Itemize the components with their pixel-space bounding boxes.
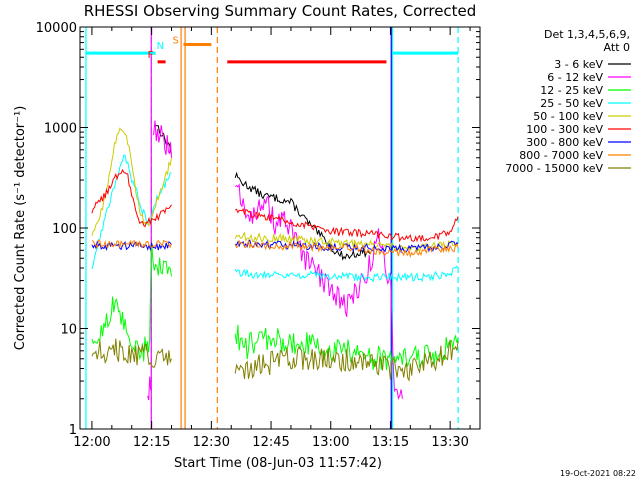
flag-label-n: N: [157, 41, 164, 52]
y-tick-label: 1000: [44, 122, 77, 137]
legend-label-6: 300 - 800 keV: [526, 136, 603, 149]
x-tick-label: 13:30: [431, 435, 468, 450]
series-line-1-seg-1: [153, 120, 172, 158]
series-line-6-seg-0: [91, 240, 172, 252]
y-tick-label: 100: [52, 222, 77, 237]
series-line-2-seg-0: [91, 242, 172, 362]
legend-label-7: 800 - 7000 keV: [519, 149, 603, 162]
legend-label-2: 12 - 25 keV: [540, 84, 603, 97]
legend-header-attenuator: Att 0: [604, 41, 630, 54]
legend-label-4: 50 - 100 keV: [533, 110, 603, 123]
x-tick-label: 12:30: [193, 435, 230, 450]
y-axis-label: Corrected Count Rate (s⁻¹ detector⁻¹): [13, 106, 28, 351]
series-line-4-seg-1: [234, 231, 459, 254]
x-tick-label: 12:15: [133, 435, 170, 450]
y-tick-label: 10: [60, 323, 77, 338]
x-axis-label: Start Time (08-Jun-03 11:57:42): [174, 456, 382, 471]
series-line-4-seg-0: [91, 127, 172, 236]
series-line-3-seg-0: [91, 154, 172, 270]
series-line-8-seg-1: [234, 339, 459, 382]
legend-header-detectors: Det 1,3,4,5,6,9,: [544, 28, 630, 41]
timestamp: 19-Oct-2021 08:22: [560, 469, 636, 478]
series-line-6-seg-1: [234, 239, 459, 254]
chart-title: RHESSI Observing Summary Count Rates, Co…: [84, 2, 477, 20]
series-line-3-seg-1: [234, 265, 459, 283]
series-line-7-seg-0: [91, 239, 172, 249]
y-tick-label: 1: [69, 423, 77, 438]
series-line-5-seg-1: [234, 207, 459, 243]
y-tick-label: 10000: [36, 21, 77, 36]
legend-label-3: 25 - 50 keV: [540, 97, 603, 110]
series-line-1-seg-0: [147, 376, 152, 401]
series-line-1-seg-2: [234, 183, 403, 400]
x-tick-label: 13:15: [372, 435, 409, 450]
series-line-0-seg-1: [234, 171, 371, 261]
series-line-8-seg-0: [91, 338, 172, 368]
legend-label-1: 6 - 12 keV: [547, 71, 603, 84]
legend-label-0: 3 - 6 keV: [554, 58, 603, 71]
flag-label-f: F: [148, 50, 154, 61]
flag-label-s: S: [172, 35, 178, 46]
legend-label-5: 100 - 300 keV: [526, 123, 603, 136]
series-line-5-seg-0: [91, 168, 172, 228]
x-tick-label: 12:45: [252, 435, 289, 450]
series-line-2-seg-1: [234, 324, 459, 370]
series-line-0-seg-0: [155, 124, 172, 154]
legend-label-8: 7000 - 15000 keV: [505, 162, 603, 175]
x-tick-label: 12:00: [73, 435, 110, 450]
series-line-7-seg-1: [234, 239, 459, 259]
x-tick-label: 13:00: [312, 435, 349, 450]
